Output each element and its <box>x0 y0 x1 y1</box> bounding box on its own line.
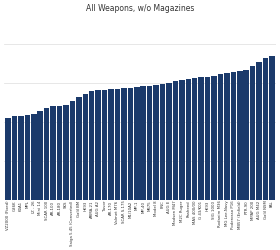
Bar <box>134 87 139 200</box>
Bar <box>63 105 69 200</box>
Bar <box>224 73 230 200</box>
Bar <box>83 94 88 200</box>
Bar <box>89 91 94 200</box>
Bar <box>205 76 210 200</box>
Bar <box>102 90 107 200</box>
Title: All Weapons, w/o Magazines: All Weapons, w/o Magazines <box>86 4 194 13</box>
Bar <box>57 106 62 200</box>
Bar <box>141 86 146 200</box>
Bar <box>256 62 262 200</box>
Bar <box>211 76 217 200</box>
Bar <box>76 97 81 200</box>
Bar <box>186 80 191 200</box>
Bar <box>25 116 30 200</box>
Bar <box>5 118 11 200</box>
Bar <box>108 89 114 200</box>
Bar <box>121 88 127 200</box>
Bar <box>95 90 101 200</box>
Bar <box>128 88 133 200</box>
Bar <box>160 84 165 200</box>
Bar <box>269 56 275 200</box>
Bar <box>218 74 223 200</box>
Bar <box>50 106 56 200</box>
Bar <box>44 108 49 200</box>
Bar <box>179 80 185 200</box>
Bar <box>231 72 236 200</box>
Bar <box>192 78 197 200</box>
Bar <box>166 83 172 200</box>
Bar <box>147 86 152 200</box>
Bar <box>250 66 255 200</box>
Bar <box>70 101 75 200</box>
Bar <box>18 116 24 200</box>
Bar <box>244 70 249 200</box>
Bar <box>115 89 120 200</box>
Bar <box>173 82 178 200</box>
Bar <box>31 114 36 200</box>
Bar <box>153 85 159 200</box>
Bar <box>38 110 43 200</box>
Bar <box>12 116 17 200</box>
Bar <box>237 71 242 200</box>
Bar <box>263 58 268 200</box>
Bar <box>199 78 204 200</box>
